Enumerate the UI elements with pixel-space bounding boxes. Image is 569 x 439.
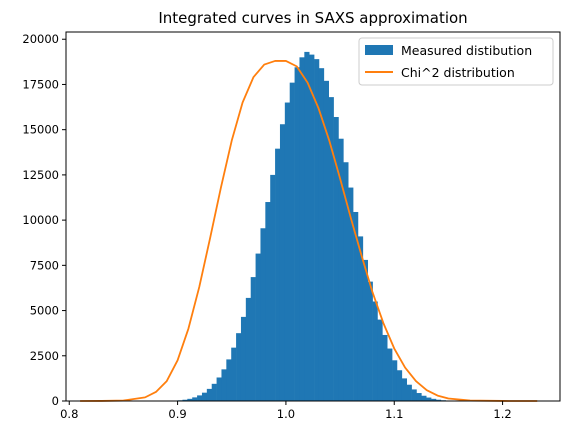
legend-swatch-measured (365, 45, 393, 55)
histogram-bar (275, 149, 280, 401)
legend: Measured distibution Chi^2 distribution (359, 38, 553, 85)
histogram-bar (280, 124, 285, 401)
histogram-bar (236, 333, 241, 401)
y-tick-label: 20000 (22, 32, 59, 46)
histogram-bar (202, 393, 207, 401)
histogram-bar (246, 298, 251, 401)
histogram-bar (402, 378, 407, 401)
histogram-bar (421, 396, 426, 401)
y-tick-label: 0 (52, 394, 59, 408)
y-tick-label: 10000 (22, 213, 59, 227)
y-tick-label: 5000 (30, 304, 59, 318)
y-tick-label: 12500 (22, 168, 59, 182)
histogram-bar (226, 359, 231, 401)
histogram-bar (231, 348, 236, 401)
x-tick-label: 0.9 (168, 407, 186, 421)
histogram-bar (407, 385, 412, 401)
histogram-bar (387, 349, 392, 401)
y-tick-label: 17500 (22, 77, 59, 91)
histogram-bar (212, 384, 217, 401)
legend-label-measured: Measured distibution (401, 43, 532, 58)
histogram-bars (163, 52, 466, 401)
y-tick-label: 15000 (22, 123, 59, 137)
histogram-bar (382, 335, 387, 401)
histogram-bar (309, 55, 314, 401)
histogram-bar (412, 389, 417, 401)
histogram-bar (368, 282, 373, 401)
y-tick-label: 2500 (30, 349, 59, 363)
histogram-bar (241, 317, 246, 401)
histogram-bar (260, 228, 265, 401)
histogram-bar (251, 277, 256, 401)
histogram-bar (373, 302, 378, 401)
histogram-bar (295, 67, 300, 401)
histogram-bar (221, 369, 226, 401)
x-tick-label: 1.0 (277, 407, 295, 421)
x-tick-label: 0.8 (60, 407, 78, 421)
histogram-bar (304, 52, 309, 401)
chart-title: Integrated curves in SAXS approximation (158, 9, 467, 27)
histogram-bar (377, 320, 382, 401)
y-tick-label: 7500 (30, 258, 59, 272)
x-tick-label: 1.2 (493, 407, 511, 421)
histogram-bar (197, 395, 202, 401)
histogram-bar (397, 370, 402, 401)
histogram-bar (207, 389, 212, 401)
histogram-bar (290, 83, 295, 401)
histogram-bar (416, 393, 421, 401)
histogram-bar (299, 57, 304, 401)
histogram-bar (392, 360, 397, 401)
histogram-bar (363, 260, 368, 401)
histogram-bar (217, 377, 222, 401)
x-tick-label: 1.1 (385, 407, 403, 421)
histogram-bar (285, 103, 290, 401)
histogram-bar (265, 202, 270, 401)
histogram-bar (426, 398, 431, 401)
histogram-bar (256, 254, 261, 401)
histogram-bar (192, 397, 197, 401)
legend-label-chi2: Chi^2 distribution (401, 65, 515, 80)
histogram-bar (270, 175, 275, 401)
